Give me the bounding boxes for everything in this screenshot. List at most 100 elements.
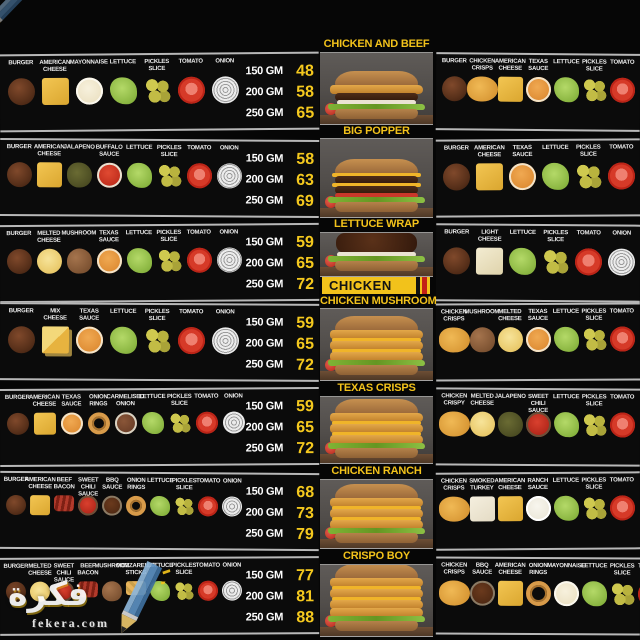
ingredient: PICKLES SLICE <box>140 309 174 355</box>
ingredient-label: MUSHROOM <box>61 230 97 237</box>
burger-layer-crispy <box>330 435 423 444</box>
table-surface <box>320 454 433 463</box>
ingredient-label: ONION <box>215 58 235 65</box>
ingredient: BURGER <box>4 308 38 354</box>
pencil-watermark-icon <box>0 0 31 28</box>
menu-row-right: BURGER AMERICAN CHEESE TEXAS SAUCE LETTUCE P… <box>435 138 640 218</box>
lettuce-icon <box>553 326 579 352</box>
onion-rings-icon <box>125 495 147 516</box>
ingredient: LETTUCE <box>106 59 140 105</box>
burger-layer-cheese <box>332 349 421 353</box>
ingredient: BURGER <box>4 60 38 106</box>
ingredient-label: BURGER <box>6 230 32 238</box>
ingredient: BURGER <box>4 395 31 435</box>
menu-row-left: BURGER MELTED CHEESE MUSHROOM TEXAS SAUCE LE… <box>0 222 320 304</box>
burger-patty-icon <box>5 494 27 516</box>
ingredient: PICKLES SLICE <box>539 230 572 276</box>
price-column: 59 65 72 <box>292 313 314 376</box>
table-surface <box>320 267 433 276</box>
buffalo-sauce-icon <box>96 162 122 188</box>
cheese-square-icon <box>497 76 523 102</box>
ingredient-label: LETTUCE <box>147 477 174 485</box>
burger-layer-sauce-w <box>336 100 417 105</box>
price-value: 72 <box>296 356 314 374</box>
mushroom-icon <box>66 248 92 274</box>
burger-layer-bun-bottom <box>334 109 419 119</box>
ingredient-label: BURGER <box>8 60 34 67</box>
burger-layer-crispy <box>330 520 423 529</box>
lettuce-icon <box>141 411 164 435</box>
onion-icon <box>211 76 239 104</box>
burger-patty-icon <box>6 412 29 435</box>
ingredient-label: SWEET CHILI SAUCE <box>78 477 99 498</box>
weight-column: 150 GM 200 GM 250 GM <box>245 232 283 295</box>
table-surface <box>320 208 433 217</box>
ingredient: BEEF BACON <box>52 477 76 512</box>
price-column: 77 81 88 <box>292 565 314 628</box>
ingredient-label: PICKLES SLICE <box>581 477 607 491</box>
ingredient-label: ONION <box>222 562 242 569</box>
texas-sauce-icon <box>60 412 83 435</box>
burger-layer-bun-bottom <box>334 621 419 631</box>
ingredient: PICKLES SLICE <box>580 309 608 352</box>
tomato-icon <box>195 411 218 434</box>
ingredient-label: ONION <box>215 309 235 316</box>
ingredient: ONION <box>214 145 244 189</box>
burger-layer-tomato-l <box>334 193 419 198</box>
weight-label: 250 GM <box>245 611 284 624</box>
melted-cheese-icon <box>36 248 62 274</box>
texas-sauce-icon <box>525 326 551 353</box>
burger-layer-cheese <box>332 506 421 510</box>
ingredient-label: PICKLES SLICE <box>581 308 607 322</box>
beef-bacon-icon <box>53 495 75 512</box>
pickles-slice-icon <box>168 411 191 434</box>
lettuce-icon <box>126 162 152 188</box>
ingredient: TOMATO <box>193 394 220 434</box>
ingredient-label: AMERICAN CHEESE <box>24 477 56 491</box>
price-value: 65 <box>296 104 315 122</box>
ingredient-label: TOMATO <box>194 393 219 400</box>
burger-layer-lettuce <box>327 443 426 449</box>
ingredient-label: LETTUCE <box>553 59 580 66</box>
ranch-sauce-icon <box>525 495 551 522</box>
burger-title: CRISPO BOY <box>342 550 411 562</box>
weight-label: 150 GM <box>245 485 284 498</box>
burger-layer-crispy <box>330 578 423 587</box>
light-cheese-icon <box>475 247 504 275</box>
cheese-square-icon <box>475 163 504 191</box>
burger-photo <box>320 138 433 218</box>
ingredient: PICKLES SLICE <box>166 394 193 434</box>
price-column: 59 65 72 <box>292 232 314 295</box>
onion-icon <box>607 248 636 276</box>
banner-stripe <box>416 277 420 294</box>
pickles-slice-icon <box>156 247 182 274</box>
ingredient-label: JALAPENO <box>63 144 95 151</box>
weight-label: 150 GM <box>245 152 284 165</box>
pickles-slice-icon <box>581 326 607 352</box>
ingredient: LETTUCE <box>124 230 154 274</box>
ingredient-label: MAYONNAISE <box>69 59 108 66</box>
lettuce-icon <box>553 495 579 521</box>
ingredient: MELTED CHEESE <box>496 309 524 353</box>
ingredient: TEXAS SAUCE <box>58 394 85 435</box>
weight-label: 150 GM <box>245 316 284 329</box>
ingredient-label: LETTUCE <box>552 477 579 484</box>
size-price-block: 150 GM 200 GM 250 GM 59 65 72 <box>245 312 315 376</box>
ingredient-label: RANCH SAUCE <box>527 477 549 491</box>
ingredient: TOMATO <box>184 230 214 273</box>
pickles-slice-icon <box>581 412 607 438</box>
ingredient: TOMATO <box>174 59 208 104</box>
onion-icon <box>216 247 242 273</box>
burger-layer-bun-top <box>334 71 419 86</box>
tomato-icon <box>607 162 636 190</box>
watermark-site-text: fekera.com <box>32 616 109 630</box>
ingredient: TEXAS SAUCE <box>94 230 124 274</box>
price-value: 81 <box>296 588 315 606</box>
ingredient-label: ONION <box>612 230 632 237</box>
ingredient: PICKLES SLICE <box>154 145 184 189</box>
ingredient: ONION <box>220 563 244 601</box>
ingredient-label: BUFFALO SAUCE <box>95 144 123 158</box>
pickles-slice-icon <box>574 162 603 190</box>
burger-layer-bun-bottom <box>334 448 419 458</box>
ingredient-label: LETTUCE <box>553 394 580 401</box>
